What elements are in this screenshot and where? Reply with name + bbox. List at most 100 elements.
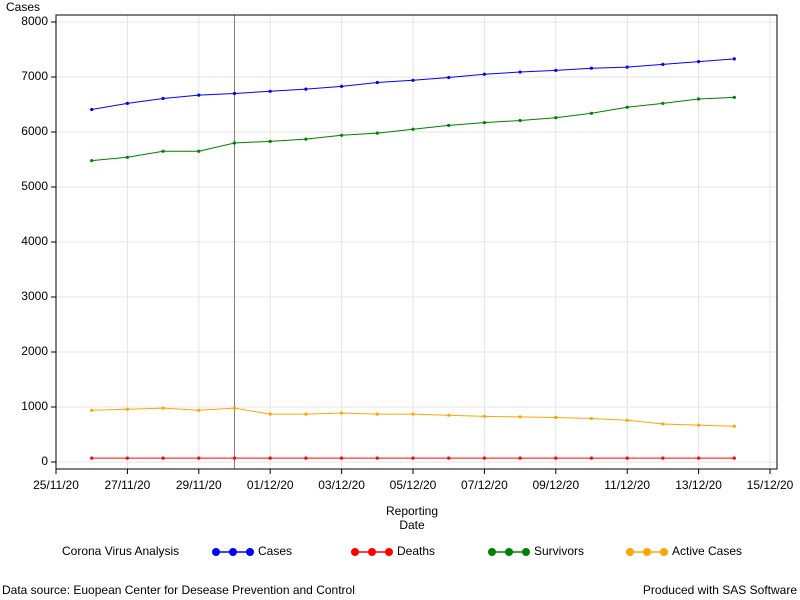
y-axis-label: Cases [6,0,40,14]
data-point [697,456,701,460]
data-point [161,96,165,101]
x-tick-label: 15/12/20 [747,478,794,492]
data-point [90,408,94,412]
data-point [589,111,594,115]
data-point [340,84,344,88]
x-axis-label: Date [399,518,425,532]
legend-marker [522,548,530,556]
data-point [625,456,629,460]
y-tick-label: 7000 [21,69,48,83]
y-tick-label: 8000 [21,14,48,28]
data-point [661,422,665,426]
data-point [90,107,94,112]
legend-item: Deaths [351,544,435,558]
legend-marker [351,548,359,556]
y-tick-label: 2000 [21,344,48,358]
data-point [625,418,629,422]
data-point [232,91,237,96]
data-point [375,80,379,85]
x-tick-label: 05/12/20 [390,478,437,492]
legend-marker [626,548,634,556]
data-point [268,89,272,93]
data-point [518,415,522,419]
data-point [90,159,94,163]
data-point [554,415,558,420]
data-point [732,456,736,460]
data-point [732,57,736,61]
data-point [697,423,701,427]
data-point [482,414,486,418]
data-point [518,456,522,460]
legend-item: Survivors [488,544,584,558]
y-tick-label: 1000 [21,399,48,413]
legend-item: Cases [212,544,292,558]
data-point [304,456,308,460]
data-point [232,141,237,145]
legend-title: Corona Virus Analysis [62,544,179,558]
data-point [554,456,558,460]
legend-label: Active Cases [672,544,742,558]
data-point [268,456,272,460]
data-point [375,412,379,416]
legend-label: Deaths [397,544,435,558]
data-point [697,97,701,101]
footnote: Data source: Euopean Center for Desease … [2,583,355,597]
legend-marker [505,548,513,556]
data-point [661,101,665,105]
legend-marker [246,548,254,556]
data-point [732,424,736,428]
data-point [482,121,486,125]
x-tick-label: 27/11/20 [104,478,150,492]
data-point [232,406,237,410]
x-tick-label: 01/12/20 [247,478,294,492]
data-point [197,93,201,97]
data-point [125,456,129,460]
data-point [697,60,701,64]
data-point [482,456,486,460]
data-point [589,66,594,70]
data-point [411,127,415,131]
x-tick-label: 07/12/20 [461,478,508,492]
data-point [197,149,201,153]
x-tick-label: 29/11/20 [176,478,222,492]
y-tick-label: 3000 [21,289,48,303]
data-point [232,456,237,460]
data-point [197,456,201,460]
data-point [268,412,272,416]
data-point [375,131,379,135]
data-point [625,65,629,69]
y-tick-label: 5000 [21,179,48,193]
x-tick-label: 25/11/20 [33,478,79,492]
data-point [661,62,665,66]
legend-marker [643,548,651,556]
legend-label: Survivors [534,544,584,558]
data-point [161,406,165,410]
legend-marker [229,548,237,556]
data-point [447,75,451,80]
data-point [304,412,308,416]
plot-frame [55,14,778,470]
data-point [125,407,129,411]
data-point [661,456,665,460]
data-point [589,456,594,460]
x-tick-label: 09/12/20 [532,478,579,492]
data-point [518,118,522,123]
data-point [375,456,379,460]
data-point [125,155,129,159]
data-point [411,78,415,82]
y-tick-label: 6000 [21,124,48,138]
data-point [268,139,272,143]
legend-marker [212,548,220,556]
data-point [447,413,451,417]
data-point [482,72,486,76]
data-point [304,137,308,141]
x-tick-label: 11/12/20 [604,478,650,492]
legend-item: Active Cases [626,544,742,558]
data-point [411,456,415,460]
data-point [589,416,594,421]
legend-marker [488,548,496,556]
x-axis-label: Reporting [386,504,438,518]
data-point [554,116,558,120]
data-point [340,456,344,460]
